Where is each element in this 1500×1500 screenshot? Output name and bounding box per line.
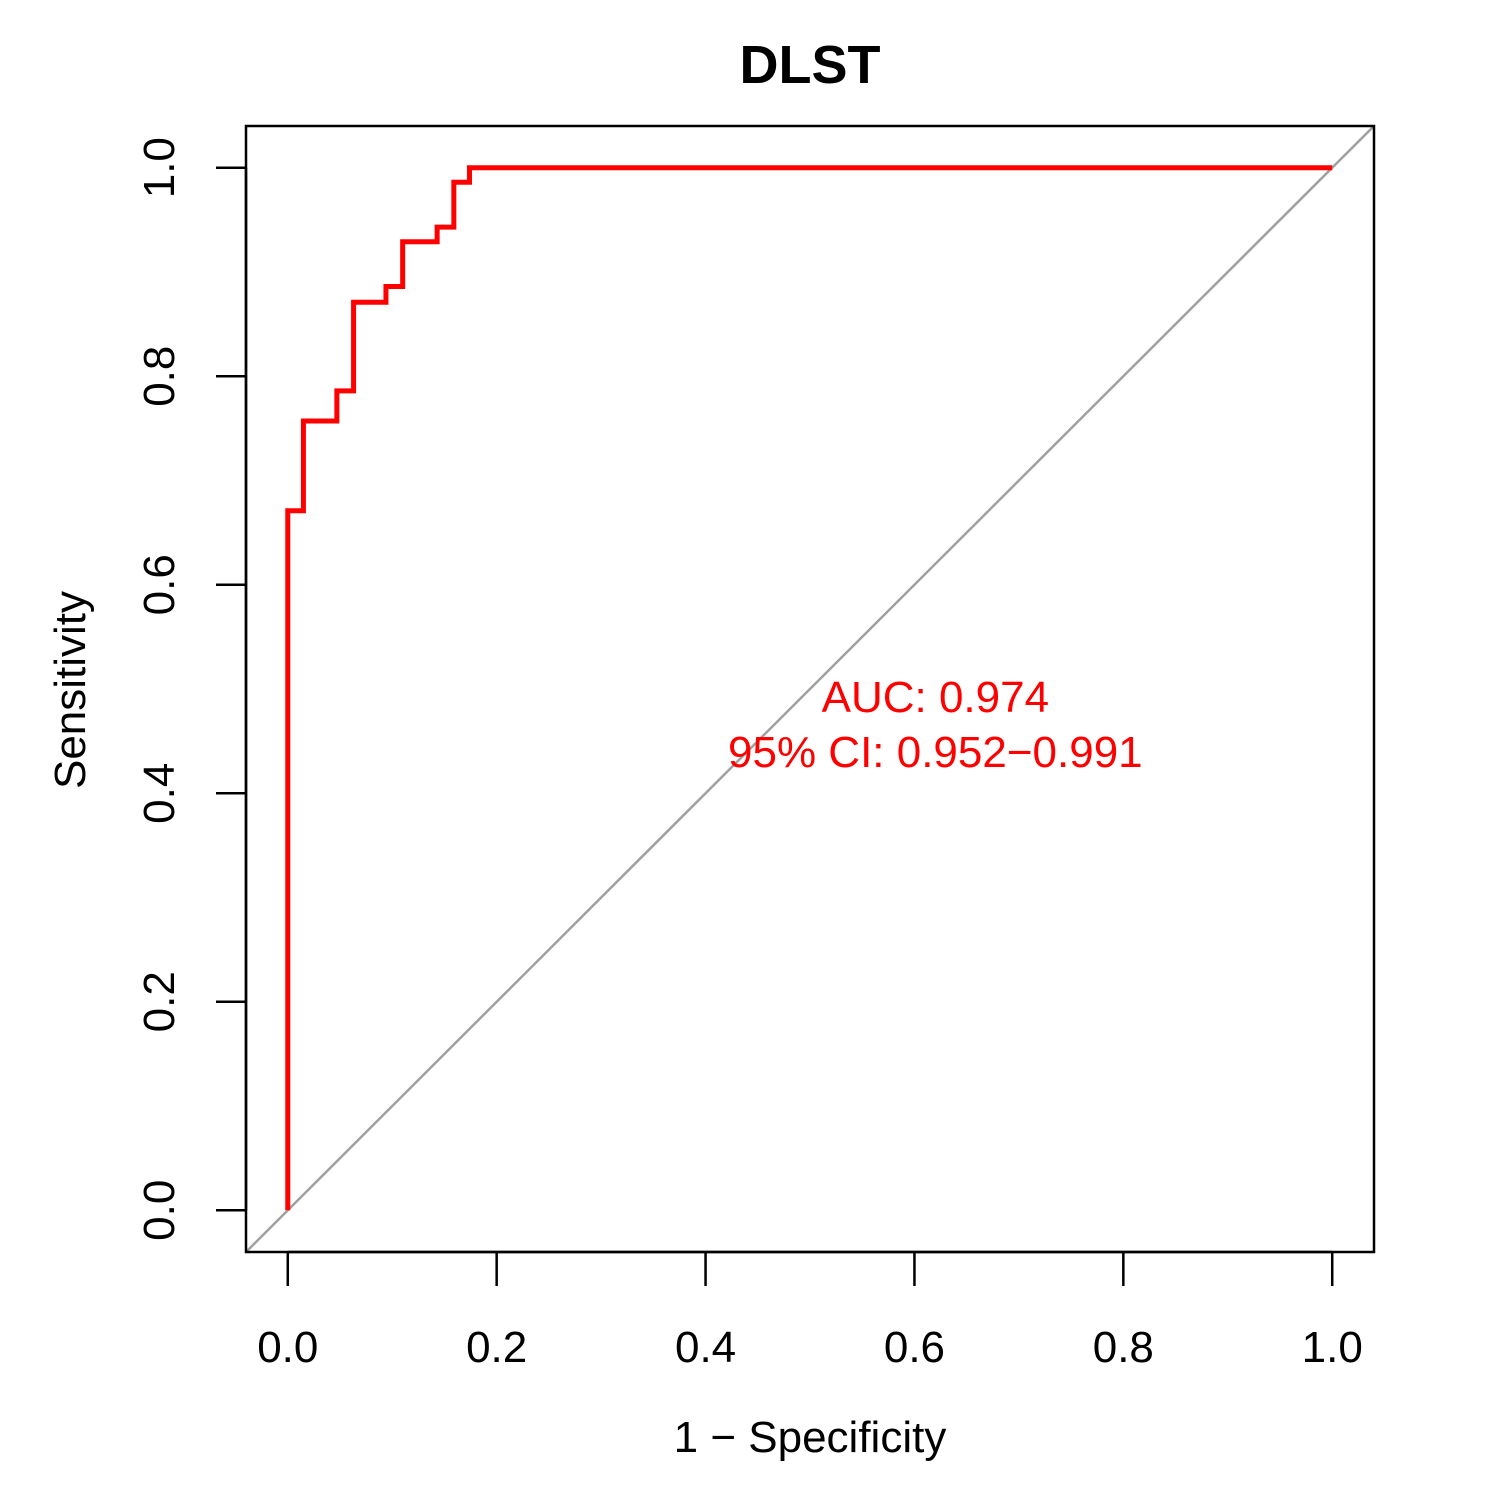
- x-tick-label: 0.0: [257, 1323, 318, 1372]
- y-tick-label: 0.4: [135, 763, 184, 824]
- roc-curve-line: [285, 165, 1333, 1211]
- x-axis-title: 1 − Specificity: [674, 1413, 947, 1462]
- reference-diagonal-line: [245, 125, 1375, 1253]
- y-tick-label: 0.8: [135, 346, 184, 407]
- y-tick-label: 1.0: [135, 137, 184, 198]
- auc-annotation: AUC: 0.974: [822, 673, 1049, 722]
- y-tick-label: 0.2: [135, 971, 184, 1032]
- x-tick-label: 1.0: [1302, 1323, 1363, 1372]
- y-axis-title: Sensitivity: [46, 591, 95, 789]
- chart-title: DLST: [740, 35, 881, 95]
- y-tick-label: 0.0: [135, 1180, 184, 1241]
- x-tick-label: 0.2: [466, 1323, 527, 1372]
- ci-annotation: 95% CI: 0.952−0.991: [728, 728, 1143, 777]
- plot-area: 0.0 0.2 0.4 0.6 0.8 1.0 0.0 0.2 0.4 0.6 0.8 1.0 AUC:…: [135, 124, 1376, 1372]
- x-tick-label: 0.8: [1093, 1323, 1154, 1372]
- x-tick-label: 0.6: [884, 1323, 945, 1372]
- x-tick-label: 0.4: [675, 1323, 736, 1372]
- y-tick-label: 0.6: [135, 554, 184, 615]
